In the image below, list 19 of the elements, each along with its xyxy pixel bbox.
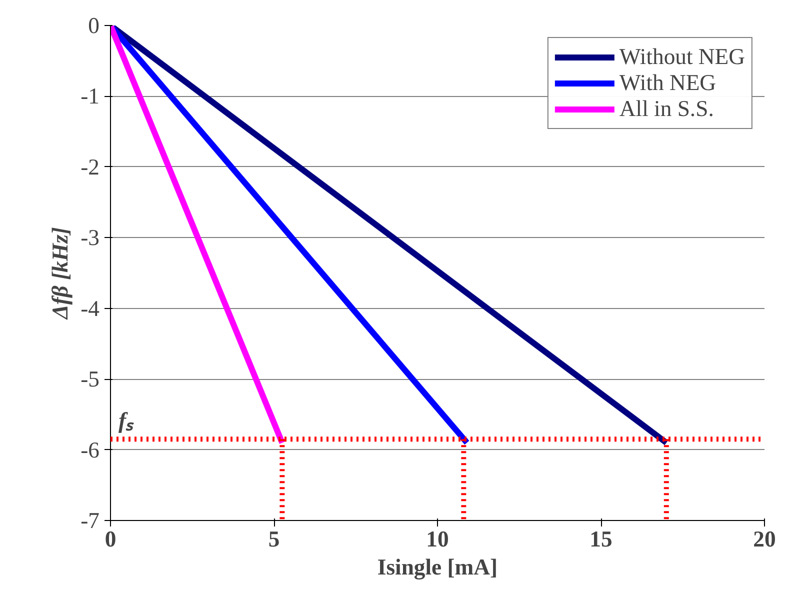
x-tick-label: 15 <box>590 526 612 552</box>
y-tick-label: -4 <box>80 296 100 321</box>
x-tick-label: 10 <box>426 526 449 552</box>
y-tick-label: -5 <box>80 366 100 392</box>
x-tick-label: 20 <box>753 526 776 552</box>
y-axis-title: Δfβ [kHz] <box>48 227 73 320</box>
x-tick-label: 0 <box>104 526 116 552</box>
ref-line-label: fₛ <box>118 408 136 434</box>
legend-label: Without NEG <box>619 44 745 70</box>
y-tick-label: -6 <box>80 437 100 462</box>
x-tick-label: 5 <box>268 526 280 552</box>
y-tick-label: -1 <box>80 84 100 109</box>
x-axis-title: Isingle [mA] <box>377 554 498 580</box>
y-tick-label: -3 <box>80 225 100 250</box>
y-tick-label: -7 <box>80 508 100 533</box>
y-tick-label: 0 <box>88 13 100 38</box>
legend-label: With NEG <box>619 70 716 96</box>
legend-label: All in S.S. <box>619 96 714 122</box>
y-tick-label: -2 <box>80 154 100 180</box>
